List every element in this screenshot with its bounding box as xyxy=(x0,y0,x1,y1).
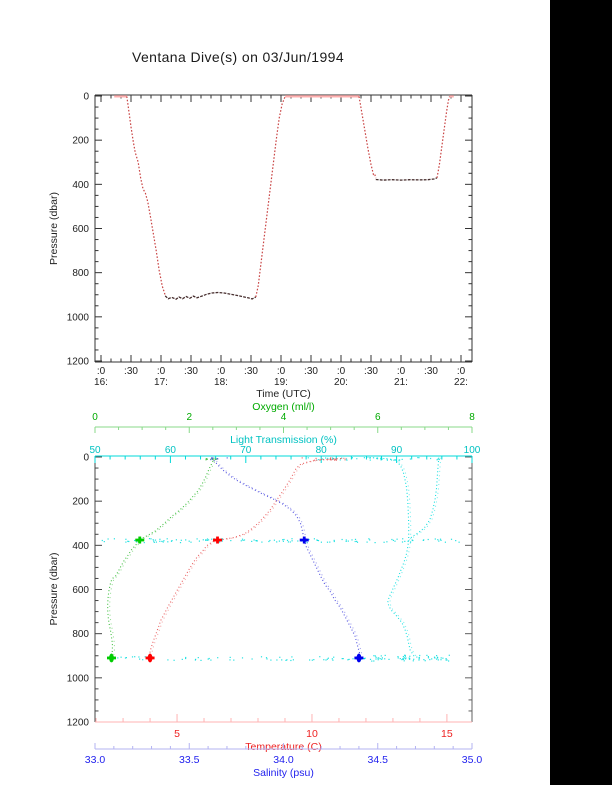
svg-text:6: 6 xyxy=(375,412,381,423)
svg-text:8: 8 xyxy=(469,412,475,423)
svg-text::0: :0 xyxy=(277,366,286,377)
svg-text:20:: 20: xyxy=(334,377,348,388)
svg-text::30: :30 xyxy=(244,366,258,377)
svg-text::30: :30 xyxy=(124,366,138,377)
figure-title: Ventana Dive(s) on 03/Jun/1994 xyxy=(131,49,345,65)
svg-text::0: :0 xyxy=(457,366,466,377)
svg-text:Oxygen (ml/l): Oxygen (ml/l) xyxy=(252,401,314,413)
svg-text:10: 10 xyxy=(306,728,318,740)
svg-text:Light Transmission (%): Light Transmission (%) xyxy=(230,434,337,446)
svg-text:0: 0 xyxy=(92,412,98,423)
svg-text:0: 0 xyxy=(83,92,89,103)
svg-text:1000: 1000 xyxy=(67,673,90,684)
svg-text:60: 60 xyxy=(165,445,177,456)
svg-text:35.0: 35.0 xyxy=(462,754,483,766)
right-black-strip xyxy=(550,0,612,785)
svg-text::30: :30 xyxy=(364,366,378,377)
svg-text:5: 5 xyxy=(174,728,180,740)
svg-text:Time (UTC): Time (UTC) xyxy=(256,388,310,400)
svg-text:4: 4 xyxy=(281,412,287,423)
svg-text:80: 80 xyxy=(316,445,328,456)
svg-text::0: :0 xyxy=(217,366,226,377)
svg-text::0: :0 xyxy=(97,366,106,377)
bottom-chart-profiles-vs-pressure: 0 200 400 600 800 1000 1200 Pressure (dbar) 0 2 4 6… xyxy=(48,401,482,779)
svg-text::0: :0 xyxy=(397,366,406,377)
svg-text:1200: 1200 xyxy=(67,357,90,368)
svg-text:16:: 16: xyxy=(94,377,108,388)
svg-text:Pressure (dbar): Pressure (dbar) xyxy=(48,192,60,265)
svg-text:200: 200 xyxy=(72,136,89,147)
svg-text:800: 800 xyxy=(72,629,89,640)
svg-text::30: :30 xyxy=(184,366,198,377)
svg-text:34.0: 34.0 xyxy=(273,754,294,766)
svg-text:17:: 17: xyxy=(154,377,168,388)
svg-text:400: 400 xyxy=(72,180,89,191)
svg-text:Salinity (psu): Salinity (psu) xyxy=(253,767,314,779)
svg-text:1200: 1200 xyxy=(67,718,90,729)
svg-text::30: :30 xyxy=(424,366,438,377)
svg-text:18:: 18: xyxy=(214,377,228,388)
top-chart-pressure-vs-time: 020040060080010001200:016::30:017::30:01… xyxy=(48,92,473,400)
svg-text:22:: 22: xyxy=(454,377,468,388)
svg-text:100: 100 xyxy=(464,445,481,456)
svg-text:33.5: 33.5 xyxy=(179,754,200,766)
svg-text::0: :0 xyxy=(337,366,346,377)
svg-text:90: 90 xyxy=(391,445,403,456)
svg-text:19:: 19: xyxy=(274,377,288,388)
svg-text:33.0: 33.0 xyxy=(85,754,106,766)
svg-text:34.5: 34.5 xyxy=(368,754,389,766)
svg-text:Pressure (dbar): Pressure (dbar) xyxy=(48,553,60,626)
svg-text:50: 50 xyxy=(89,445,101,456)
svg-text:400: 400 xyxy=(72,541,89,552)
svg-text:0: 0 xyxy=(83,453,89,464)
svg-text:200: 200 xyxy=(72,497,89,508)
svg-text::30: :30 xyxy=(304,366,318,377)
svg-text:600: 600 xyxy=(72,585,89,596)
svg-text:800: 800 xyxy=(72,268,89,279)
svg-text:2: 2 xyxy=(186,412,192,423)
svg-text:15: 15 xyxy=(441,728,453,740)
svg-text::0: :0 xyxy=(157,366,166,377)
svg-text:70: 70 xyxy=(240,445,252,456)
svg-text:21:: 21: xyxy=(394,377,408,388)
svg-text:1000: 1000 xyxy=(67,312,90,323)
svg-text:600: 600 xyxy=(72,224,89,235)
